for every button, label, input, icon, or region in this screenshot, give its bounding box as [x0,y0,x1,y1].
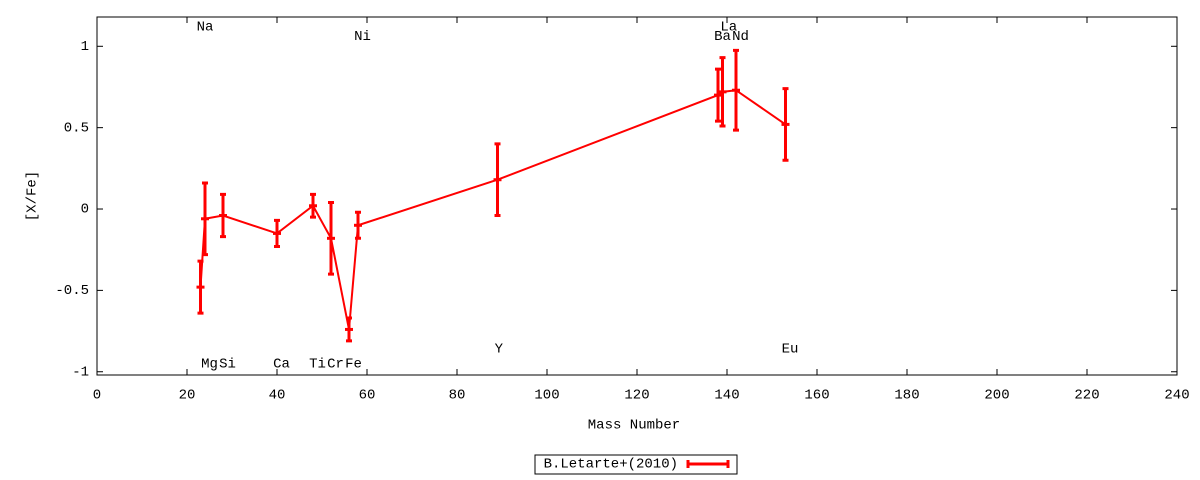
y-tick-label: -0.5 [55,283,89,299]
x-axis-label: Mass Number [588,418,680,434]
element-label: Nd [732,29,749,45]
legend-box [534,454,738,475]
x-tick-label: 220 [1074,388,1099,404]
element-label: Ni [354,29,371,45]
x-tick-label: 140 [714,388,739,404]
y-axis-label: [X/Fe] [25,171,41,221]
element-label: Ti [309,356,326,372]
element-label: Ca [273,356,290,372]
element-label: Eu [782,342,799,358]
y-tick-label: -1 [72,364,89,380]
x-tick-label: 160 [804,388,829,404]
y-tick-label: 1 [81,39,89,55]
y-tick-label: 0.5 [64,120,89,136]
element-label: Y [495,342,504,358]
element-label: Ba [714,29,731,45]
x-tick-label: 60 [359,388,376,404]
x-tick-label: 240 [1164,388,1189,404]
y-tick-label: 0 [81,202,89,218]
x-tick-label: 20 [179,388,196,404]
element-label: La [720,19,737,35]
data-line [199,89,787,330]
element-label: Mg [201,356,218,372]
x-tick-label: 120 [624,388,649,404]
x-tick-label: 180 [894,388,919,404]
element-label: Na [197,19,214,35]
element-label: Cr [327,356,344,372]
element-label: Fe [345,356,362,372]
legend-label: B.Letarte+(2010) [544,457,678,473]
x-tick-label: 0 [93,388,101,404]
x-tick-label: 100 [534,388,559,404]
x-tick-label: 200 [984,388,1009,404]
legend-swatch [686,460,730,468]
x-tick-label: 80 [449,388,466,404]
x-tick-label: 40 [269,388,286,404]
element-label: Si [219,356,236,372]
plot-frame [96,16,1178,376]
